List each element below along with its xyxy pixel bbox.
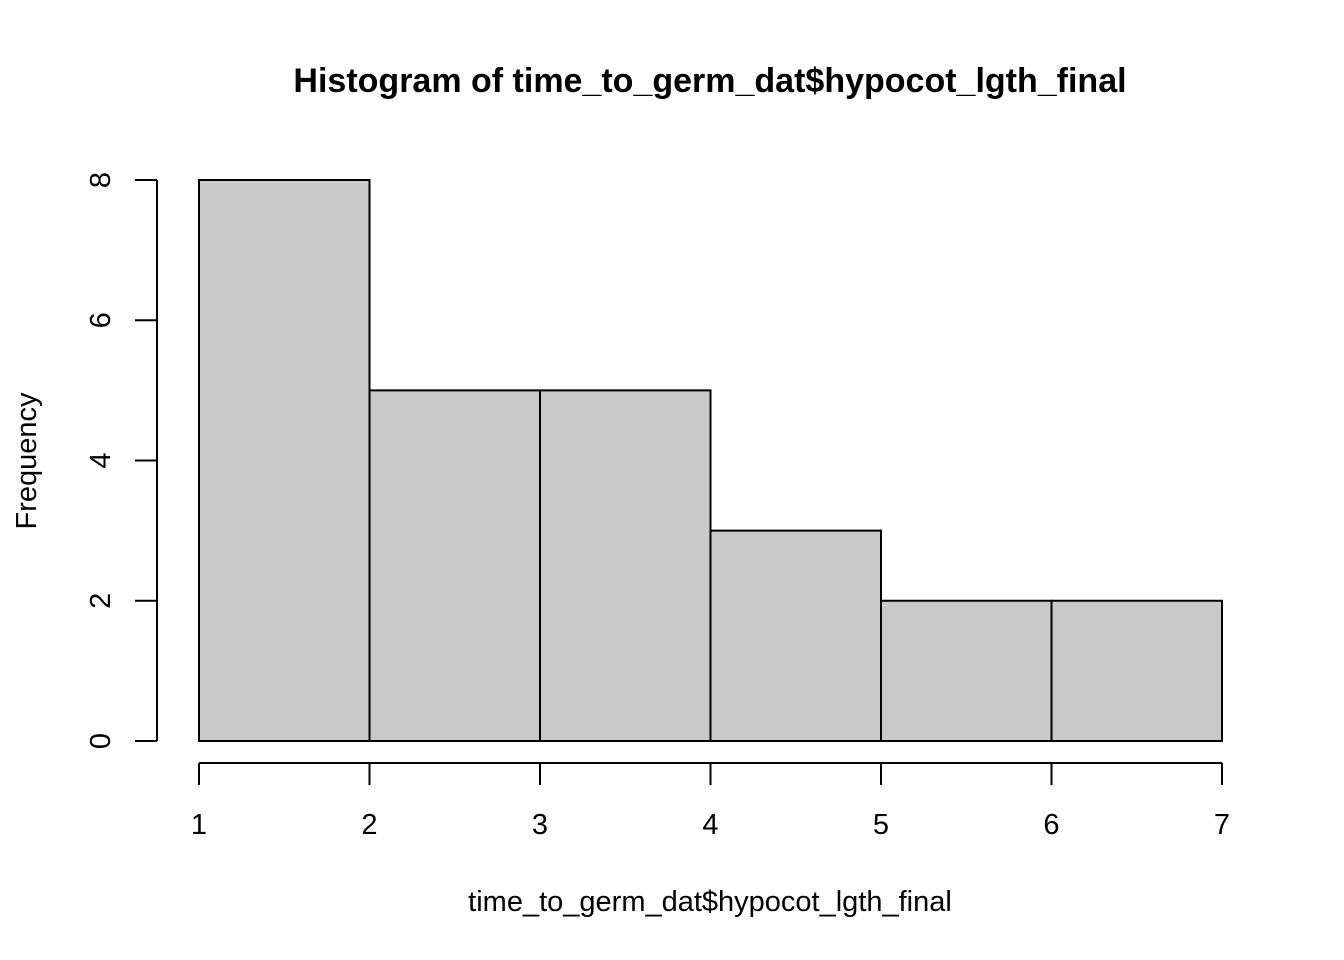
y-tick-label: 0 <box>85 733 117 749</box>
x-tick-label: 5 <box>873 809 889 841</box>
x-tick-label: 2 <box>361 809 377 841</box>
histogram-bar-2 <box>368 389 541 742</box>
x-tick-label: 4 <box>702 809 718 841</box>
histogram-bar-6 <box>1050 599 1223 742</box>
y-axis: 0 2 4 6 8 <box>85 172 158 749</box>
chart-title: Histogram of time_to_germ_dat$hypocot_lg… <box>293 62 1126 100</box>
x-tick-label: 1 <box>191 809 207 841</box>
y-tick-label: 6 <box>85 312 117 328</box>
histogram-bar-3 <box>539 389 712 742</box>
x-tick-label: 7 <box>1214 809 1230 841</box>
y-tick-label: 8 <box>85 172 117 188</box>
histogram-bars <box>198 179 1223 742</box>
x-tick-label: 3 <box>532 809 548 841</box>
x-axis: 1 2 3 4 5 6 7 <box>191 762 1230 841</box>
y-axis-label: Frequency <box>11 392 43 530</box>
histogram-bar-5 <box>880 599 1053 742</box>
x-axis-label: time_to_germ_dat$hypocot_lgth_final <box>468 886 952 918</box>
x-tick-label: 6 <box>1043 809 1059 841</box>
y-tick-label: 4 <box>85 452 117 468</box>
y-tick-label: 2 <box>85 593 117 609</box>
histogram-bar-4 <box>709 529 882 742</box>
histogram-bar-1 <box>198 179 371 742</box>
